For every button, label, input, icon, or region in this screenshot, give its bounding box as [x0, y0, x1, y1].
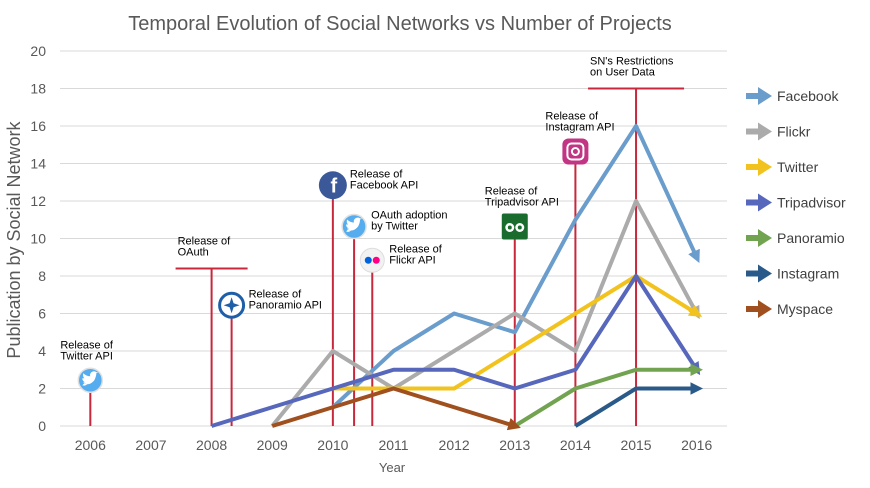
x-tick-label: 2011: [378, 437, 408, 453]
series-line-tripadvisor: [211, 274, 701, 428]
flickr-icon: [359, 247, 385, 273]
y-tick-label: 18: [30, 81, 46, 97]
x-tick-label: 2013: [499, 437, 530, 453]
event-label: Facebook API: [350, 179, 419, 191]
legend-label: Myspace: [777, 301, 833, 317]
y-tick-label: 4: [38, 343, 46, 359]
event-label: Flickr API: [389, 254, 435, 266]
legend-arrow-icon: [758, 87, 772, 105]
legend-item: Myspace: [746, 300, 833, 318]
event-label: Release of: [178, 236, 232, 248]
event-label: SN's Restrictions: [590, 56, 674, 68]
x-tick-label: 2014: [560, 437, 591, 453]
event-label: Twitter API: [60, 350, 113, 362]
instagram-lens-glyph: [570, 147, 580, 156]
series-line-flickr: [270, 199, 700, 428]
y-tick-label: 20: [30, 43, 46, 59]
event-label: Release of: [249, 288, 303, 300]
y-tick-label: 8: [38, 268, 46, 284]
y-axis-title: Publication by Social Network: [4, 120, 24, 358]
x-tick-label: 2015: [620, 437, 651, 453]
legend-arrow-icon: [758, 229, 772, 247]
event-label: Instagram API: [545, 122, 614, 134]
tripadvisor-icon: [501, 213, 528, 240]
event-label: by Twitter: [371, 221, 418, 233]
event-label: Release of: [350, 168, 404, 180]
instagram-frame-glyph: [566, 142, 585, 161]
flickr-pink-dot: [372, 256, 380, 264]
x-axis-title: Year: [379, 460, 406, 475]
legend-label: Flickr: [777, 124, 811, 140]
x-tick-label: 2009: [257, 437, 288, 453]
x-tick-label: 2007: [135, 437, 166, 453]
tripadvisor-pupil-left: [507, 225, 512, 230]
y-tick-label: 12: [30, 193, 46, 209]
event-label: OAuth adoption: [371, 210, 447, 222]
y-tick-label: 16: [30, 118, 46, 134]
legend-label: Tripadvisor: [777, 195, 846, 211]
twitter-bird-glyph: [346, 217, 363, 232]
tripadvisor-pupil-right: [517, 225, 522, 230]
x-tick-labels: 2006 2007 2008 2009 2010 2011 2012 2013 2014 2015…: [75, 437, 713, 453]
legend: Facebook Flickr Twitter Tripadvisor Panorami…: [746, 87, 846, 318]
x-tick-label: 2016: [681, 437, 712, 453]
legend-item: Flickr: [746, 122, 811, 141]
legend-item: Panoramio: [746, 229, 845, 247]
series-line-panoramio: [513, 363, 704, 428]
legend-arrow-icon: [758, 264, 772, 283]
legend-item: Twitter: [746, 158, 819, 176]
legend-item: Facebook: [746, 87, 839, 105]
legend-item: Tripadvisor: [746, 193, 846, 212]
legend-arrow-icon: [758, 122, 772, 141]
event-label: on User Data: [590, 67, 656, 79]
facebook-glyph: f: [331, 175, 338, 197]
event-label: Tripadvisor API: [485, 197, 559, 209]
chart-title: Temporal Evolution of Social Networks vs…: [128, 13, 672, 35]
x-tick-label: 2012: [439, 437, 470, 453]
legend-label: Facebook: [777, 88, 839, 104]
y-tick-labels: 0 2 4 6 8 10 12 14 16 18 20: [30, 43, 46, 434]
y-tick-label: 6: [38, 306, 46, 322]
panoramio-star-glyph: [223, 297, 240, 314]
series-lines: [211, 124, 704, 431]
x-tick-label: 2010: [317, 437, 348, 453]
event-label: Release of: [60, 339, 114, 351]
series-line-instagram: [574, 382, 704, 428]
event-label: Release of: [545, 111, 599, 123]
event-label: Panoramio API: [249, 299, 322, 311]
legend-item: Instagram: [746, 264, 839, 283]
y-tick-label: 0: [38, 418, 46, 434]
legend-arrow-icon: [758, 158, 772, 176]
event-label: Release of: [485, 186, 539, 198]
x-tick-label: 2008: [196, 437, 227, 453]
instagram-icon: [562, 138, 589, 165]
facebook-icon: [318, 171, 347, 200]
event-label: OAuth: [178, 247, 209, 259]
y-tick-label: 2: [38, 381, 46, 397]
flickr-blue-dot: [364, 256, 372, 264]
legend-arrow-icon: [758, 193, 772, 212]
legend-arrow-icon: [758, 300, 772, 318]
y-tick-label: 14: [30, 156, 46, 172]
y-tick-label: 10: [30, 231, 46, 247]
twitter-bird-glyph: [82, 371, 99, 386]
legend-label: Instagram: [777, 266, 839, 282]
legend-label: Panoramio: [777, 230, 845, 246]
series-line-facebook: [331, 124, 700, 409]
x-tick-label: 2006: [75, 437, 106, 453]
legend-label: Twitter: [777, 159, 819, 175]
event-label: Release of: [389, 243, 443, 255]
series-line-myspace: [271, 386, 521, 431]
